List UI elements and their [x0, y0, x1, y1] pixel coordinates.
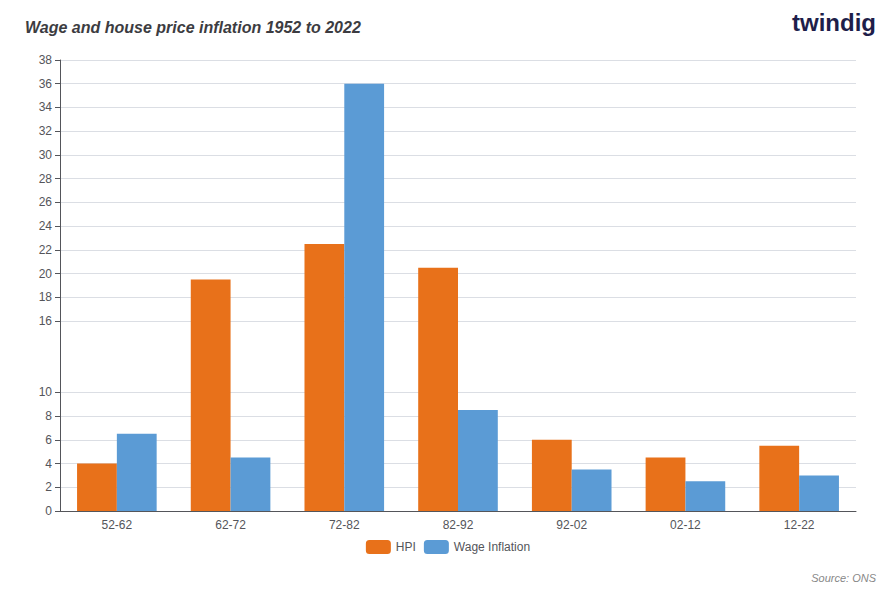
svg-text:16: 16 [39, 314, 53, 328]
svg-text:24: 24 [39, 219, 53, 233]
svg-text:82-92: 82-92 [443, 518, 474, 532]
svg-text:34: 34 [39, 100, 53, 114]
svg-text:28: 28 [39, 172, 53, 186]
svg-text:Wage Inflation: Wage Inflation [454, 540, 530, 554]
svg-text:twindig: twindig [792, 9, 876, 36]
svg-text:62-72: 62-72 [215, 518, 246, 532]
svg-text:HPI: HPI [396, 540, 416, 554]
svg-text:0: 0 [45, 504, 52, 518]
svg-text:Wage and house price inflation: Wage and house price inflation 1952 to 2… [25, 19, 361, 36]
svg-text:92-02: 92-02 [556, 518, 587, 532]
svg-text:4: 4 [45, 457, 52, 471]
svg-text:52-62: 52-62 [102, 518, 133, 532]
svg-text:8: 8 [45, 409, 52, 423]
svg-text:22: 22 [39, 243, 53, 257]
svg-text:26: 26 [39, 195, 53, 209]
svg-text:20: 20 [39, 267, 53, 281]
svg-text:72-82: 72-82 [329, 518, 360, 532]
svg-text:18: 18 [39, 290, 53, 304]
svg-text:36: 36 [39, 77, 53, 91]
svg-text:30: 30 [39, 148, 53, 162]
svg-text:38: 38 [39, 53, 53, 67]
svg-text:Source: ONS: Source: ONS [811, 572, 876, 584]
svg-text:2: 2 [45, 480, 52, 494]
svg-text:6: 6 [45, 433, 52, 447]
svg-text:32: 32 [39, 124, 53, 138]
svg-text:10: 10 [39, 385, 53, 399]
svg-text:12-22: 12-22 [784, 518, 815, 532]
svg-text:02-12: 02-12 [670, 518, 701, 532]
